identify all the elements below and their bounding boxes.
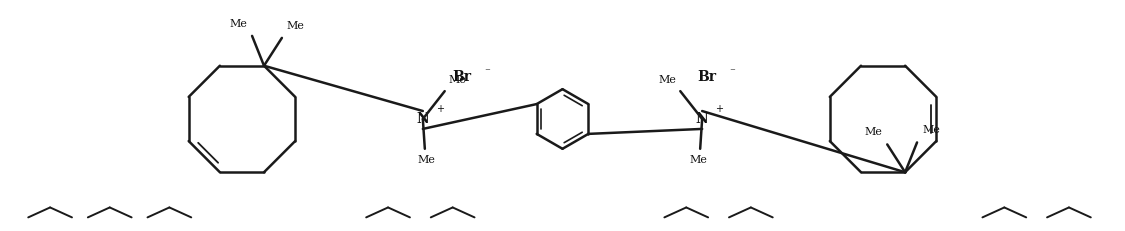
Text: Me: Me xyxy=(287,21,305,31)
Text: +: + xyxy=(435,104,443,114)
Text: +: + xyxy=(716,104,723,114)
Text: Me: Me xyxy=(690,155,708,165)
Text: Me: Me xyxy=(417,155,435,165)
Text: N: N xyxy=(416,112,430,126)
Text: Me: Me xyxy=(229,19,248,29)
Text: ⁻: ⁻ xyxy=(729,67,735,77)
Text: Me: Me xyxy=(658,75,676,85)
Text: Me: Me xyxy=(864,128,882,137)
Text: Me: Me xyxy=(922,125,939,135)
Text: Br: Br xyxy=(452,70,471,84)
Text: ⁻: ⁻ xyxy=(485,67,490,77)
Text: N: N xyxy=(695,112,709,126)
Text: Br: Br xyxy=(698,70,717,84)
Text: Me: Me xyxy=(449,75,467,85)
